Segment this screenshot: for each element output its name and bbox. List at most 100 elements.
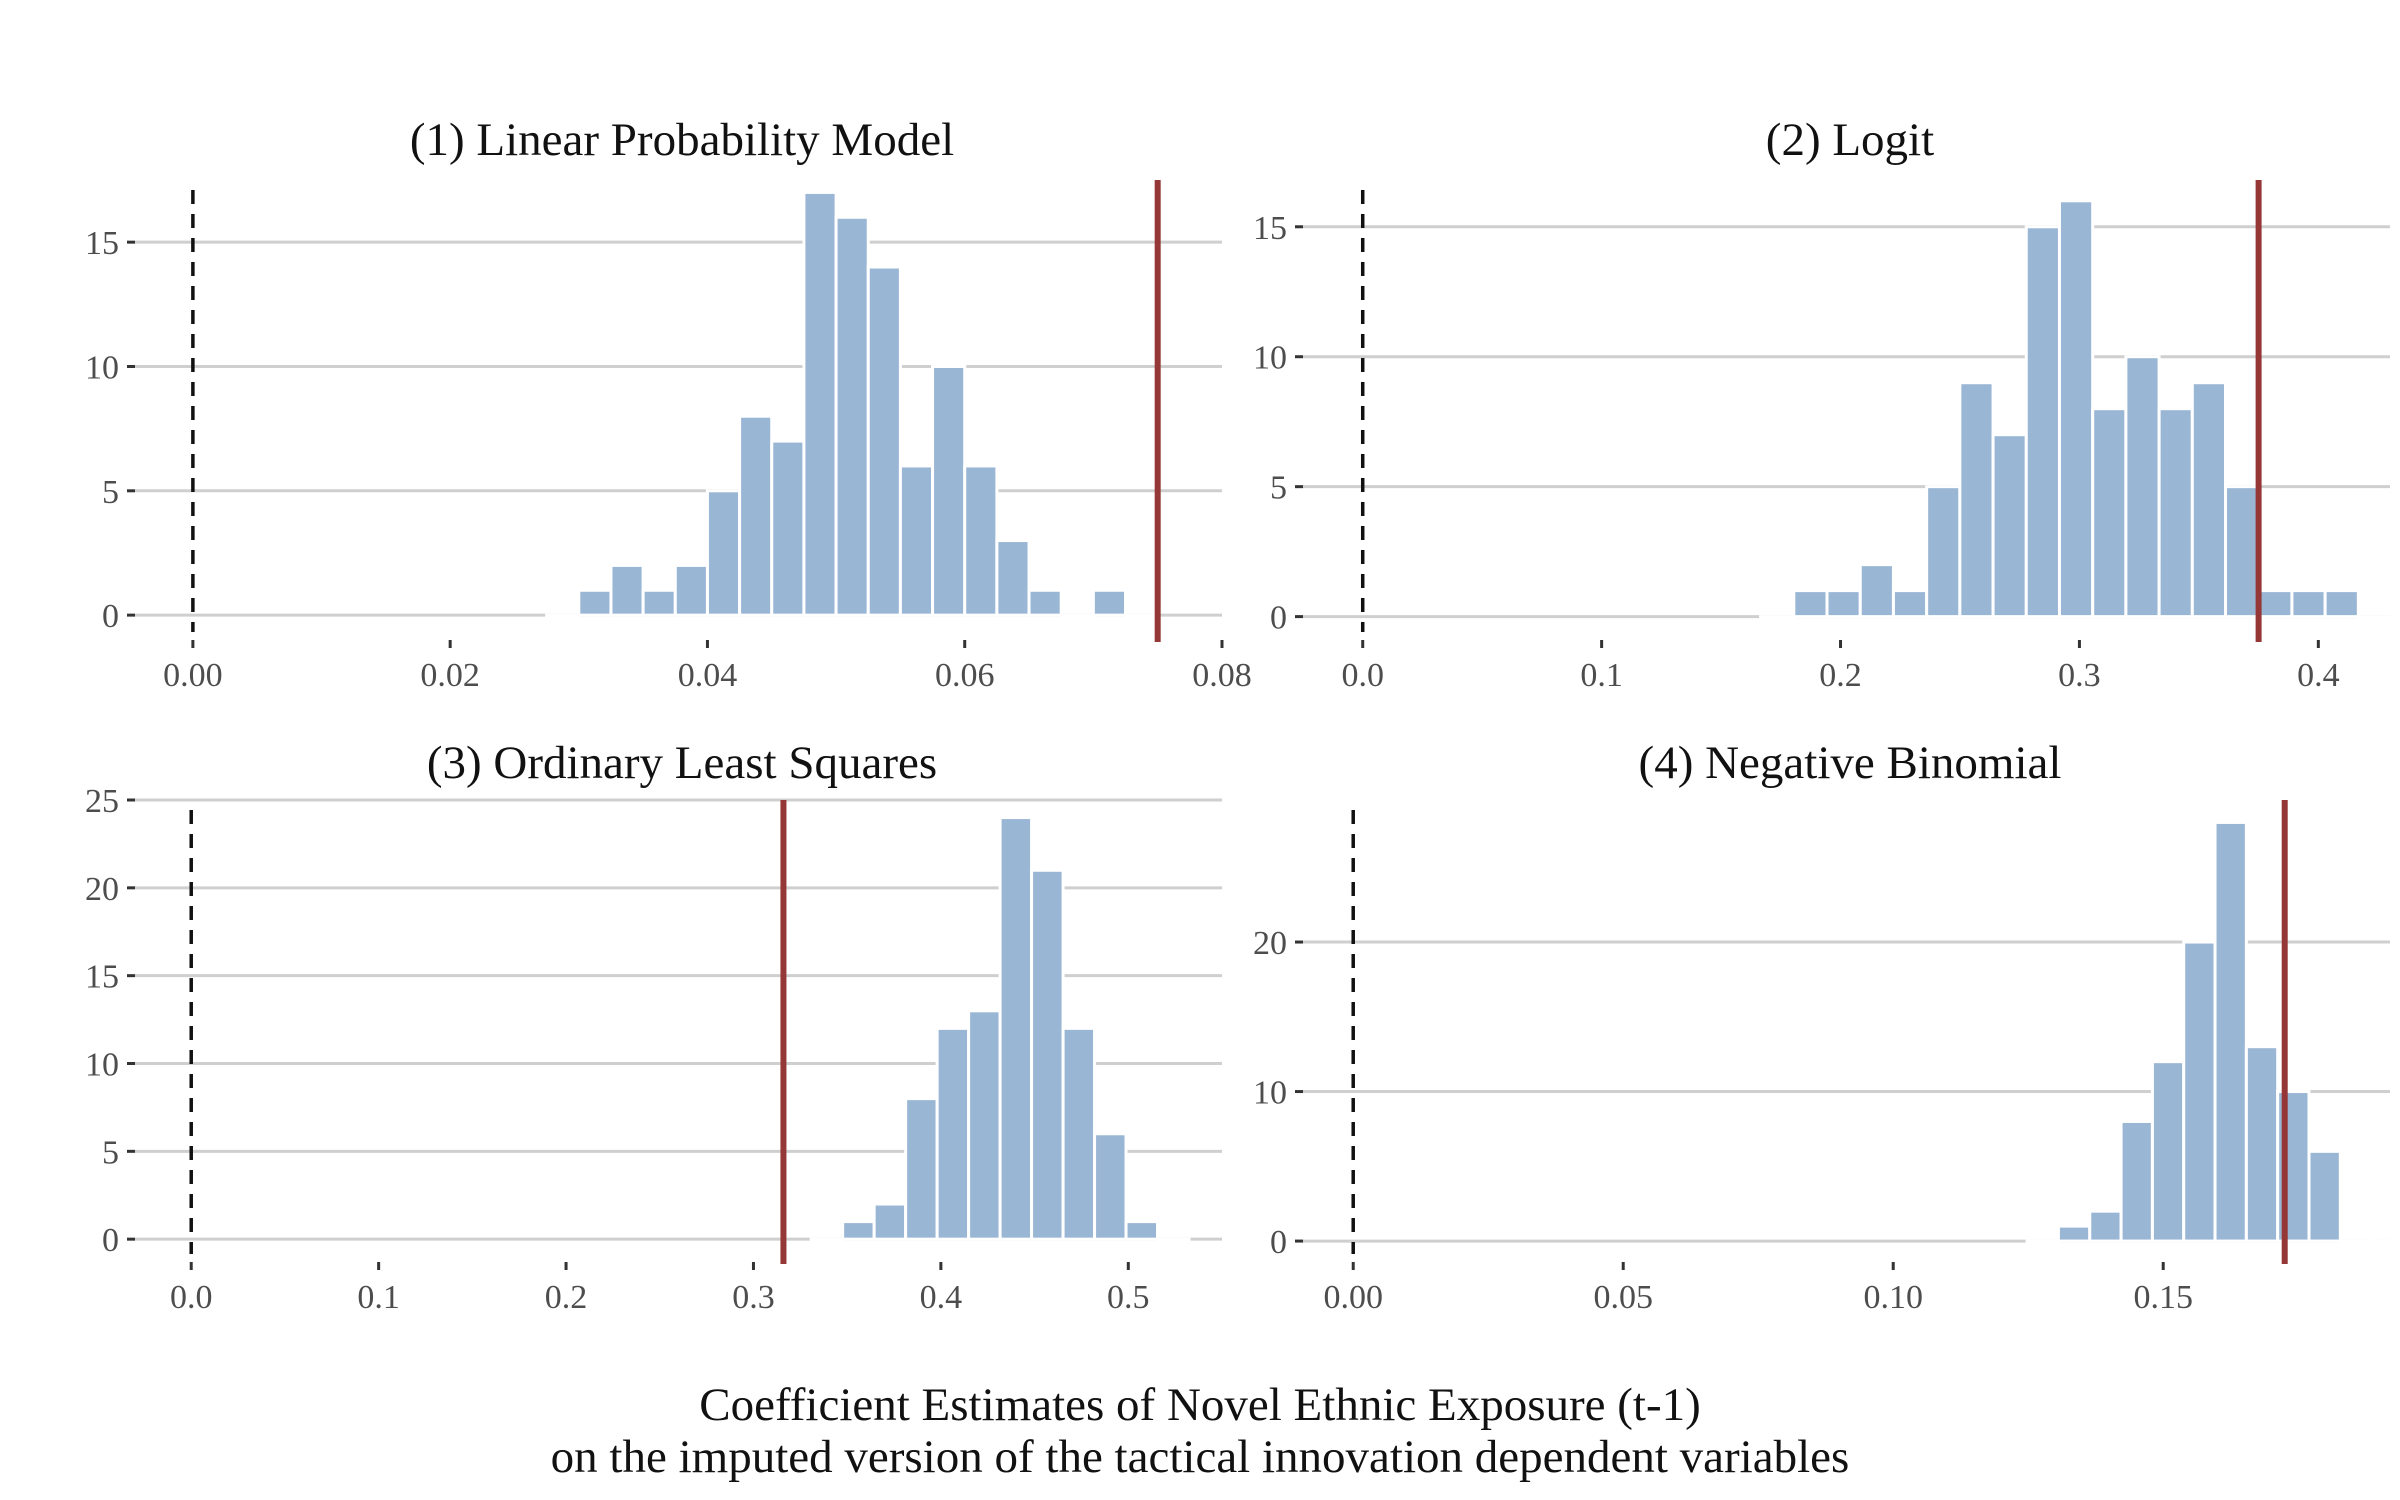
histogram-bar <box>641 588 677 617</box>
histogram-bar <box>2356 615 2394 619</box>
y-tick-label: 20 <box>85 871 119 908</box>
histogram-bar <box>2257 589 2294 619</box>
y-tick-label: 10 <box>85 349 119 386</box>
histogram-bar <box>2213 820 2248 1243</box>
histogram-bar <box>738 414 774 617</box>
histogram-bar <box>2057 199 2095 619</box>
x-tick-label: 0.10 <box>1863 1279 1923 1316</box>
y-tick-label: 5 <box>1270 470 1287 507</box>
histogram-bar <box>998 816 1034 1241</box>
histogram-bar <box>1091 588 1128 617</box>
histogram-bar <box>1124 1220 1160 1241</box>
y-tick-label: 0 <box>1270 600 1287 637</box>
histogram-bar <box>1958 381 1995 619</box>
histogram-bar <box>2182 940 2217 1243</box>
x-tick-label: 0.06 <box>935 657 995 694</box>
x-tick-label: 0.00 <box>163 657 223 694</box>
histogram-bar <box>834 215 870 617</box>
histogram-bar <box>904 1097 939 1241</box>
y-tick-label: 15 <box>1253 210 1287 247</box>
histogram-bar <box>2370 1239 2400 1244</box>
y-tick-label: 0 <box>1270 1224 1287 1261</box>
histogram-bar <box>2024 225 2061 619</box>
x-tick-label: 0.15 <box>2133 1279 2193 1316</box>
x-tick-label: 0.2 <box>1819 657 1862 694</box>
x-tick-label: 0.1 <box>1580 657 1623 694</box>
histogram-bar <box>2307 1149 2342 1243</box>
y-tick-label: 15 <box>85 959 119 996</box>
histogram-bar <box>1156 1237 1191 1242</box>
histogram-bar <box>995 539 1031 617</box>
histogram-bar <box>809 1237 845 1242</box>
panel-negative-binomial: (4) Negative Binomial 0 10 20 0.00 0.05 0.10 0… <box>1253 737 2400 1316</box>
histogram-bar <box>577 588 613 617</box>
y-tick-label: 10 <box>1253 340 1287 377</box>
histogram-bar <box>898 464 935 617</box>
x-tick-label: 0.02 <box>420 657 480 694</box>
histogram-bar <box>2290 589 2327 619</box>
histogram-bar <box>673 563 709 617</box>
histogram-bar <box>1061 1026 1097 1241</box>
x-axis-caption-line2: on the imputed version of the tactical i… <box>551 1431 1850 1483</box>
histogram-bar <box>1124 613 1160 618</box>
histogram-bar <box>1030 868 1065 1241</box>
x-tick-label: 0.05 <box>1593 1279 1653 1316</box>
histogram-bar <box>2157 407 2194 619</box>
histogram-bar <box>2338 1239 2374 1244</box>
histogram-bar <box>2190 381 2228 619</box>
histogram-bar <box>1093 1132 1128 1241</box>
x-tick-label: 0.1 <box>357 1279 400 1316</box>
x-tick-label: 0.00 <box>1323 1279 1383 1316</box>
histogram-bar <box>2056 1224 2092 1243</box>
histogram-bar <box>2224 485 2261 619</box>
histogram-bar <box>1759 615 1796 619</box>
histogram-bar <box>2025 1239 2060 1244</box>
x-tick-label: 0.04 <box>678 657 738 694</box>
histogram-bar <box>866 265 902 617</box>
y-tick-label: 10 <box>1253 1075 1287 1112</box>
histogram-bar <box>609 563 645 617</box>
x-tick-label: 0.2 <box>545 1279 588 1316</box>
panel-logit: (2) Logit 0 5 10 15 0.0 0.1 0.2 0.3 0.4 <box>1253 114 2394 694</box>
gridlines <box>135 240 1222 617</box>
x-tick-label: 0.5 <box>1107 1279 1150 1316</box>
histogram-bar <box>2150 1060 2186 1243</box>
y-tick-label: 10 <box>85 1046 119 1083</box>
panel-title: (2) Logit <box>1766 114 1934 166</box>
histogram-bar <box>967 1009 1002 1241</box>
histogram-bar <box>802 190 838 617</box>
y-tick-label: 5 <box>102 474 119 511</box>
histogram-bar <box>2244 1045 2280 1243</box>
histogram-bar <box>770 439 806 617</box>
x-tick-label: 0.0 <box>170 1279 213 1316</box>
histogram-bar <box>1891 589 1929 619</box>
histogram-bar <box>2124 355 2161 619</box>
y-tick-label: 5 <box>102 1134 119 1171</box>
panel-ordinary-least-squares: (3) Ordinary Least Squares 0 5 10 15 20 25 0.0… <box>85 737 1222 1316</box>
histogram-bar <box>1059 613 1095 618</box>
histogram-bar <box>841 1220 876 1241</box>
x-tick-label: 0.4 <box>920 1279 963 1316</box>
y-tick-label: 0 <box>102 598 119 635</box>
panel-title: (1) Linear Probability Model <box>410 114 954 166</box>
histogram-bar <box>935 1026 971 1241</box>
histogram-bar <box>545 613 581 618</box>
histogram-bar <box>1825 589 1862 619</box>
histogram-bar <box>1925 485 1962 619</box>
x-tick-label: 0.3 <box>2058 657 2101 694</box>
histogram-bar <box>1027 588 1063 617</box>
x-tick-label: 0.4 <box>2297 657 2340 694</box>
histogram-bar <box>1991 433 2028 619</box>
histogram-bar <box>2119 1119 2154 1243</box>
histogram-bar <box>1858 563 1895 619</box>
histogram-bar <box>1792 589 1829 619</box>
x-tick-label: 0.3 <box>732 1279 775 1316</box>
histogram-bar <box>2091 407 2128 619</box>
y-tick-label: 15 <box>85 225 119 262</box>
histogram-bar <box>963 464 999 617</box>
histogram-bar <box>705 489 742 617</box>
panel-title: (4) Negative Binomial <box>1639 737 2062 789</box>
x-tick-label: 0.08 <box>1192 657 1252 694</box>
y-tick-label: 0 <box>102 1222 119 1259</box>
